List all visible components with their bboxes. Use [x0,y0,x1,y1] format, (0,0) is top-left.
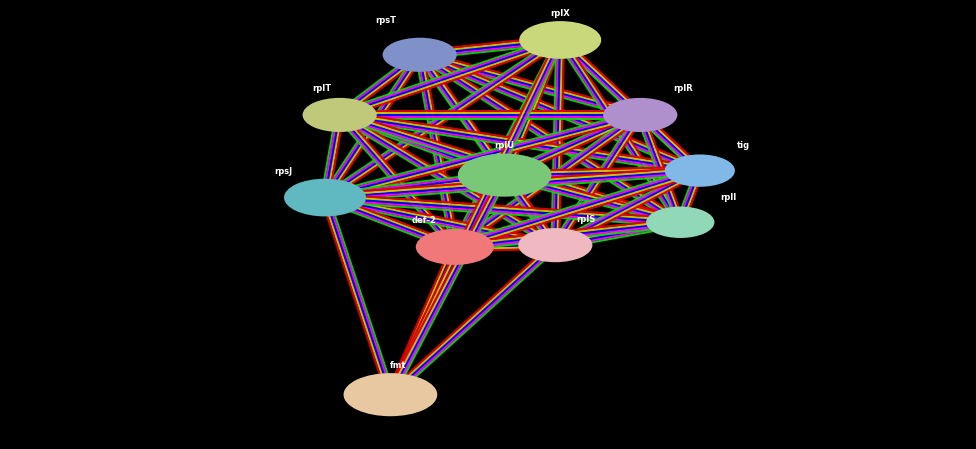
Text: tig: tig [737,141,750,150]
Text: rplT: rplT [312,84,332,93]
Circle shape [344,373,437,416]
Circle shape [284,179,366,216]
Text: rpsJ: rpsJ [274,167,292,176]
Circle shape [603,98,677,132]
Circle shape [416,229,494,265]
Text: rplS: rplS [576,216,595,224]
Text: rplR: rplR [673,84,693,93]
Text: def-2: def-2 [412,216,437,225]
Circle shape [303,98,377,132]
Text: rplU: rplU [495,141,514,150]
Circle shape [458,154,551,197]
Circle shape [518,228,592,262]
Text: fmt: fmt [390,361,406,370]
Circle shape [646,207,714,238]
Text: rplI: rplI [720,193,737,202]
Text: rpsT: rpsT [375,16,396,25]
Text: rplX: rplX [550,9,570,18]
Circle shape [519,21,601,59]
Circle shape [383,38,457,72]
Circle shape [665,154,735,187]
